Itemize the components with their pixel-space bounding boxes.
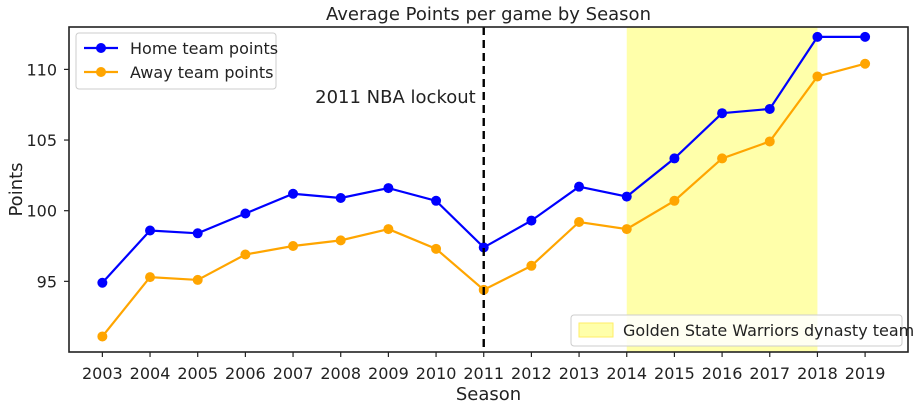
x-tick-label: 2005 — [177, 364, 218, 383]
series-1-point-2009 — [383, 224, 394, 235]
series-1-point-2017 — [764, 136, 775, 147]
series-0-point-2014 — [621, 191, 632, 202]
series-1-point-2006 — [240, 249, 251, 260]
x-tick-label: 2010 — [416, 364, 457, 383]
series-legend-box — [75, 32, 277, 90]
series-1-point-2015 — [669, 195, 680, 206]
x-tick-label: 2007 — [273, 364, 314, 383]
series-1-point-2012 — [526, 260, 537, 271]
region-legend-label: Golden State Warriors dynasty team — [623, 321, 913, 340]
legend-away-marker — [96, 67, 106, 77]
series-1-point-2010 — [431, 243, 442, 254]
x-tick-label: 2018 — [797, 364, 838, 383]
region-legend-box — [570, 314, 903, 347]
x-tick-label: 2017 — [749, 364, 790, 383]
lockout-annotation: 2011 NBA lockout — [315, 87, 476, 108]
y-axis-title: Points — [6, 162, 27, 216]
series-0-point-2017 — [764, 103, 775, 114]
series-0-point-2010 — [431, 195, 442, 206]
legend-away-label: Away team points — [130, 63, 273, 82]
series-0-point-2005 — [192, 228, 203, 239]
series-0-point-2019 — [860, 31, 871, 42]
series-1-point-2016 — [717, 153, 728, 164]
x-axis-ticks: 2003 2004 2005 2006 2007 2008 2009 2010 2011 2012… — [82, 352, 885, 383]
series-layer — [97, 31, 871, 342]
x-tick-label: 2015 — [654, 364, 695, 383]
y-tick-label: 110 — [26, 60, 57, 79]
x-tick-label: 2006 — [225, 364, 266, 383]
series-0-point-2011 — [478, 242, 489, 253]
series-1-point-2008 — [335, 235, 346, 246]
region-legend-swatch — [578, 322, 614, 338]
y-tick-label: 105 — [26, 131, 57, 150]
x-axis-title: Season — [456, 384, 521, 405]
series-1-point-2019 — [860, 58, 871, 69]
series-0-point-2016 — [717, 108, 728, 119]
series-legend: Home team points Away team points — [75, 32, 278, 90]
series-0-point-2013 — [574, 181, 585, 192]
x-tick-label: 2003 — [82, 364, 123, 383]
series-1-point-2014 — [621, 224, 632, 235]
series-0-point-2018 — [812, 31, 823, 42]
series-1-point-2018 — [812, 71, 823, 82]
gsw-dynasty-region — [626, 27, 818, 352]
series-1-point-2003 — [97, 331, 108, 342]
region-legend: Golden State Warriors dynasty team — [570, 314, 913, 347]
series-0-point-2009 — [383, 183, 394, 194]
series-1-point-2004 — [145, 272, 156, 283]
x-tick-label: 2011 — [463, 364, 504, 383]
x-tick-label: 2004 — [130, 364, 171, 383]
series-1-point-2005 — [192, 274, 203, 285]
legend-home-marker — [96, 43, 106, 53]
series-0-point-2006 — [240, 208, 251, 219]
series-1-point-2007 — [288, 241, 299, 252]
x-tick-label: 2016 — [702, 364, 743, 383]
plot-frame — [68, 26, 909, 353]
series-0-point-2003 — [97, 277, 108, 288]
legend-home-label: Home team points — [130, 39, 278, 58]
chart-title: Average Points per game by Season — [326, 4, 651, 25]
y-axis-ticks: 95 100 105 110 — [26, 60, 69, 291]
series-0-point-2007 — [288, 188, 299, 199]
x-tick-label: 2008 — [320, 364, 361, 383]
y-tick-label: 100 — [26, 202, 57, 221]
series-0-point-2015 — [669, 153, 680, 164]
x-tick-label: 2013 — [559, 364, 600, 383]
x-tick-label: 2012 — [511, 364, 552, 383]
x-tick-label: 2014 — [606, 364, 647, 383]
series-1-point-2013 — [574, 217, 585, 227]
series-0-point-2012 — [526, 215, 537, 226]
y-tick-label: 95 — [37, 272, 57, 291]
x-tick-label: 2009 — [368, 364, 409, 383]
x-tick-label: 2019 — [845, 364, 886, 383]
series-0-point-2004 — [145, 225, 156, 236]
shaded-region-layer — [626, 27, 818, 352]
series-0-point-2008 — [335, 192, 346, 203]
